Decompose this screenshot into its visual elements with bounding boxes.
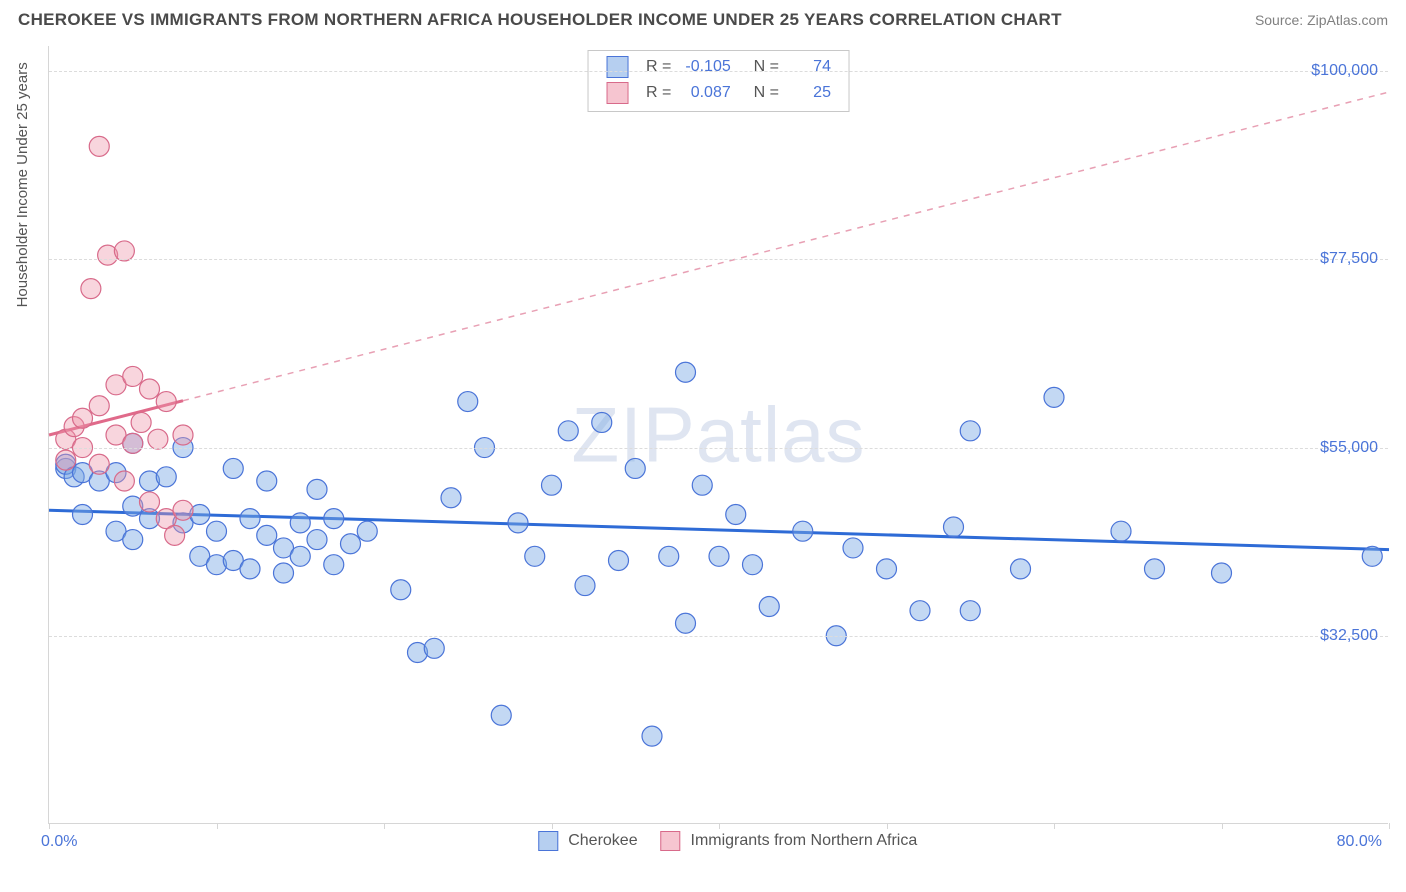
scatter-plot: ZIPatlas R = -0.105 N = 74 R = 0.087 N =… (48, 46, 1388, 824)
series-legend: Cherokee Immigrants from Northern Africa (520, 831, 917, 851)
legend-label: Cherokee (568, 832, 637, 849)
y-tick-label: $55,000 (1320, 439, 1378, 457)
y-tick-label: $32,500 (1320, 627, 1378, 645)
swatch-icon (660, 831, 680, 851)
legend-label: Immigrants from Northern Africa (691, 832, 918, 849)
y-axis-title: Householder Income Under 25 years (14, 62, 31, 307)
swatch-icon (538, 831, 558, 851)
chart-title: CHEROKEE VS IMMIGRANTS FROM NORTHERN AFR… (18, 10, 1062, 30)
x-axis-max: 80.0% (1337, 833, 1382, 851)
y-tick-label: $100,000 (1311, 62, 1378, 80)
source-label: Source: ZipAtlas.com (1255, 12, 1388, 28)
x-axis-min: 0.0% (41, 833, 77, 851)
chart-canvas (49, 46, 1388, 823)
y-tick-label: $77,500 (1320, 250, 1378, 268)
